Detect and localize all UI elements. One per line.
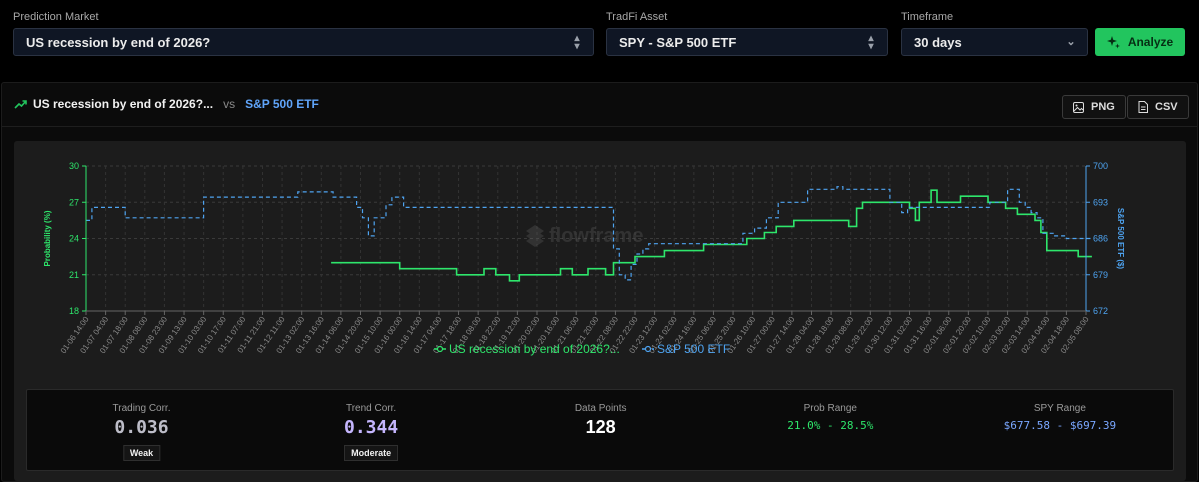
timeframe-label: Timeframe [901, 11, 954, 23]
stat-value: 0.344 [344, 417, 399, 438]
analyze-label: Analyze [1127, 35, 1174, 49]
chevron-down-icon: ⌄ [1066, 36, 1076, 48]
updown-chevron-icon: ▴ ▾ [868, 33, 874, 52]
watermark-text: flowframe [549, 225, 643, 247]
left-axis-tick-label: 30 [69, 161, 79, 171]
probability-series-line [331, 189, 1092, 282]
asset-select-value: SPY - S&P 500 ETF [619, 34, 737, 50]
image-icon [1073, 101, 1084, 113]
stat-badge: Moderate [344, 445, 399, 461]
line-chart: flowframe 18 21 24 27 30 672 679 686 693 700 Proba… [43, 161, 1125, 356]
left-axis-label: Probability (%) [43, 210, 52, 266]
export-png-label: PNG [1091, 101, 1115, 113]
stat-label: Data Points [574, 403, 627, 414]
chart-title-market: US recession by end of 2026?... [33, 97, 214, 111]
timeframe-select-value: 30 days [914, 34, 962, 50]
stat-prob-range: Prob Range 21.0% - 28.5% [716, 390, 945, 472]
legend-marker [436, 345, 444, 353]
chart-title-vs: vs [223, 97, 236, 111]
file-icon [1138, 101, 1148, 113]
chart-panel-header: US recession by end of 2026?... vs S&P 5… [2, 83, 1197, 127]
stat-spy-range: SPY Range $677.58 - $697.39 [945, 390, 1174, 472]
stat-value: 128 [585, 417, 616, 437]
left-axis-tick-label: 21 [69, 270, 79, 280]
left-axis-tick-label: 27 [69, 197, 79, 207]
stat-trend-corr: Trend Corr. 0.344 Moderate [257, 390, 486, 472]
export-csv-button[interactable]: CSV [1127, 95, 1189, 119]
asset-label: TradFi Asset [606, 11, 668, 23]
stat-value: 0.036 [114, 417, 169, 438]
export-csv-label: CSV [1155, 101, 1178, 113]
chart-title-asset: S&P 500 ETF [245, 97, 319, 111]
right-axis-tick-label: 679 [1093, 270, 1108, 280]
export-png-button[interactable]: PNG [1062, 95, 1126, 119]
updown-chevron-icon: ▴ ▾ [574, 33, 580, 52]
stat-label: SPY Range [1033, 403, 1086, 414]
market-select[interactable]: US recession by end of 2026? ▴ ▾ [13, 28, 594, 56]
stats-panel: Trading Corr. 0.036 Weak Trend Corr. 0.344 Mo… [26, 389, 1174, 471]
right-axis-tick-label: 693 [1093, 197, 1108, 207]
left-axis-tick-label: 18 [69, 306, 79, 316]
spy-series-line [86, 186, 1092, 281]
market-label: Prediction Market [13, 11, 99, 23]
right-axis-tick-label: 672 [1093, 306, 1108, 316]
legend-marker [644, 345, 652, 353]
chart-card: flowframe 18 21 24 27 30 672 679 686 693 700 Proba… [14, 141, 1186, 481]
right-axis-label: S&P 500 ETF ($) [1116, 208, 1125, 270]
legend-label: S&P 500 ETF [657, 342, 730, 356]
controls-bar: Prediction Market US recession by end of… [0, 0, 1199, 80]
stat-label: Trading Corr. [112, 403, 171, 414]
chart-panel: US recession by end of 2026?... vs S&P 5… [1, 82, 1198, 482]
stat-label: Prob Range [803, 403, 857, 414]
stat-badge: Weak [122, 445, 161, 461]
stat-data-points: Data Points 128 [486, 390, 715, 472]
stat-label: Trend Corr. [345, 403, 397, 414]
right-axis-tick-label: 700 [1093, 161, 1108, 171]
left-axis-tick-label: 24 [69, 234, 79, 244]
sparkle-icon [1106, 35, 1120, 48]
analyze-button[interactable]: Analyze [1095, 28, 1185, 56]
legend-label: US recession by end of 2026?... [449, 342, 620, 356]
stat-value: 21.0% - 28.5% [787, 419, 874, 432]
trending-up-icon [14, 100, 27, 109]
stat-value: $677.58 - $697.39 [1003, 419, 1117, 432]
chart-title: US recession by end of 2026?... vs S&P 5… [14, 97, 319, 111]
market-select-value: US recession by end of 2026? [26, 34, 211, 50]
asset-select[interactable]: SPY - S&P 500 ETF ▴ ▾ [606, 28, 888, 56]
timeframe-select[interactable]: 30 days ⌄ [901, 28, 1088, 56]
stat-trading-corr: Trading Corr. 0.036 Weak [27, 390, 256, 472]
right-axis-tick-label: 686 [1093, 234, 1108, 244]
flowframe-logo-icon [526, 225, 544, 247]
